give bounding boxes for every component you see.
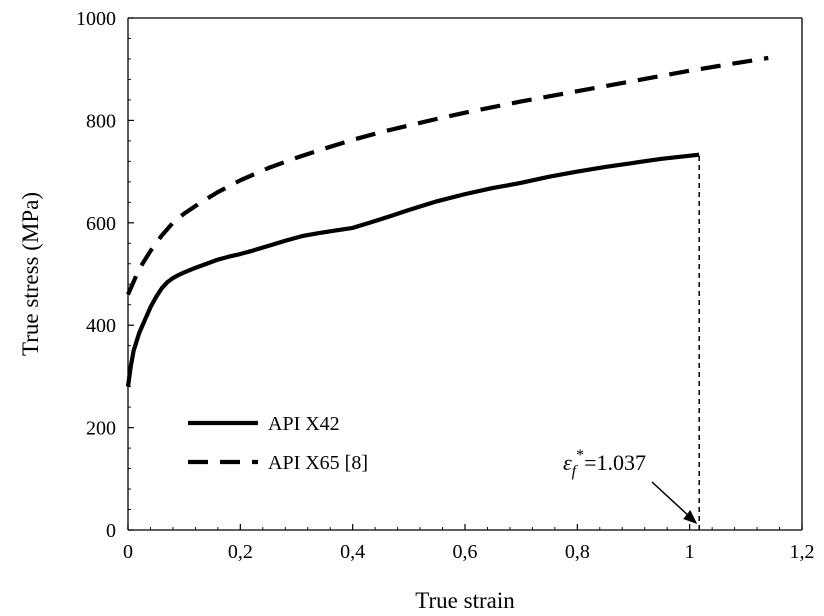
legend: API X42 API X65 [8] xyxy=(188,413,368,474)
axes: 0 200 400 600 800 1000 0 0,2 0,4 0,6 0,8 1 1,2 True s… xyxy=(18,8,815,613)
annotation-symbol: ε xyxy=(563,450,572,475)
annotation-superscript: * xyxy=(576,447,584,464)
y-tick-label: 400 xyxy=(86,315,116,337)
y-tick-label: 200 xyxy=(86,418,116,440)
series-line-api-x65 xyxy=(126,55,769,296)
legend-label-api-x65: API X65 [8] xyxy=(268,452,368,474)
x-tick-label: 0,6 xyxy=(453,541,478,563)
x-tick-label: 0,2 xyxy=(228,541,253,563)
y-tick-label: 0 xyxy=(106,520,116,542)
y-tick-label: 1000 xyxy=(76,8,116,30)
x-tick-label: 1 xyxy=(685,541,695,563)
legend-label-api-x42: API X42 xyxy=(268,413,340,435)
y-tick-label: 600 xyxy=(86,213,116,235)
x-axis-title: True strain xyxy=(415,588,515,613)
y-tick-label: 800 xyxy=(86,110,116,132)
x-tick-label: 0 xyxy=(123,541,133,563)
x-tick-label: 0,8 xyxy=(565,541,590,563)
series-group xyxy=(125,55,769,387)
annotation-arrow-head xyxy=(683,510,698,524)
annotation-arrow-shaft xyxy=(651,481,694,521)
annotation-group: εf*=1.037 xyxy=(563,154,700,530)
x-tick-label: 1,2 xyxy=(790,541,815,563)
annotation-value: =1.037 xyxy=(584,450,646,475)
fracture-strain-annotation: εf*=1.037 xyxy=(563,447,646,480)
y-axis-title: True stress (MPa) xyxy=(18,192,43,356)
series-line-api-x42 xyxy=(125,152,700,387)
x-tick-label: 0,4 xyxy=(340,541,365,563)
annotation-subscript: f xyxy=(572,463,579,480)
